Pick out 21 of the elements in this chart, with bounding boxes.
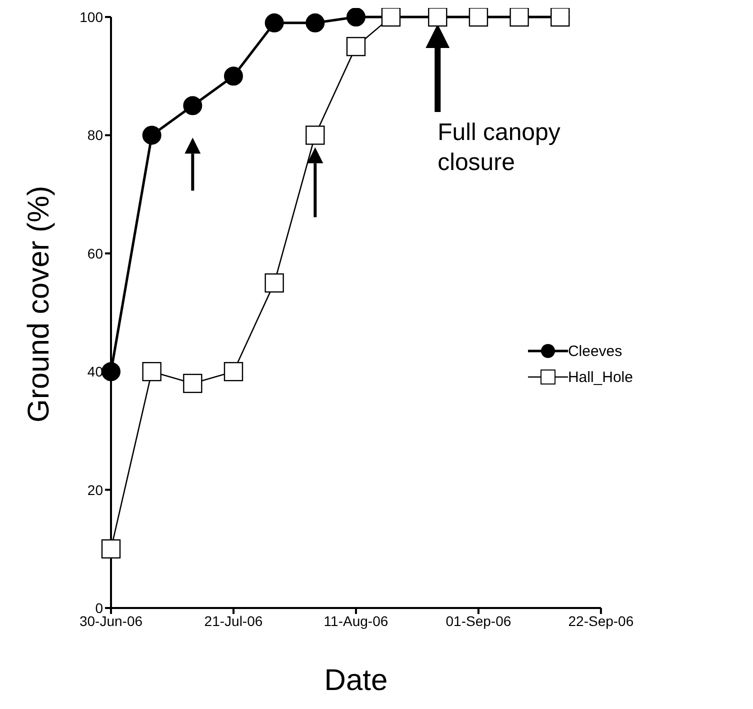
y-tick-label: 40	[87, 364, 104, 380]
x-axis-title: Date	[324, 664, 388, 697]
y-axis-title: Ground cover (%)	[22, 186, 56, 422]
y-tick-label: 100	[80, 8, 104, 25]
annotation: Full canopy closure	[438, 119, 560, 176]
x-tick-label: 01-Sep-06	[446, 612, 512, 629]
point	[102, 362, 120, 382]
x-tick-label: 22-Sep-06	[568, 612, 634, 629]
x-tick-label: 11-Aug-06	[324, 612, 388, 629]
y-tick-label: 20	[87, 482, 104, 498]
point	[183, 96, 202, 116]
point	[346, 8, 366, 26]
legend-label: Cleeves	[568, 342, 622, 360]
point	[142, 126, 162, 145]
point	[224, 66, 243, 86]
legend-label: Hall_Hole	[568, 368, 633, 386]
y-tick-label: 60	[87, 245, 104, 262]
y-tick-label: 80	[87, 127, 104, 144]
point	[264, 13, 284, 32]
point	[306, 13, 325, 32]
x-tick-label: 21-Jul-06	[204, 612, 263, 629]
